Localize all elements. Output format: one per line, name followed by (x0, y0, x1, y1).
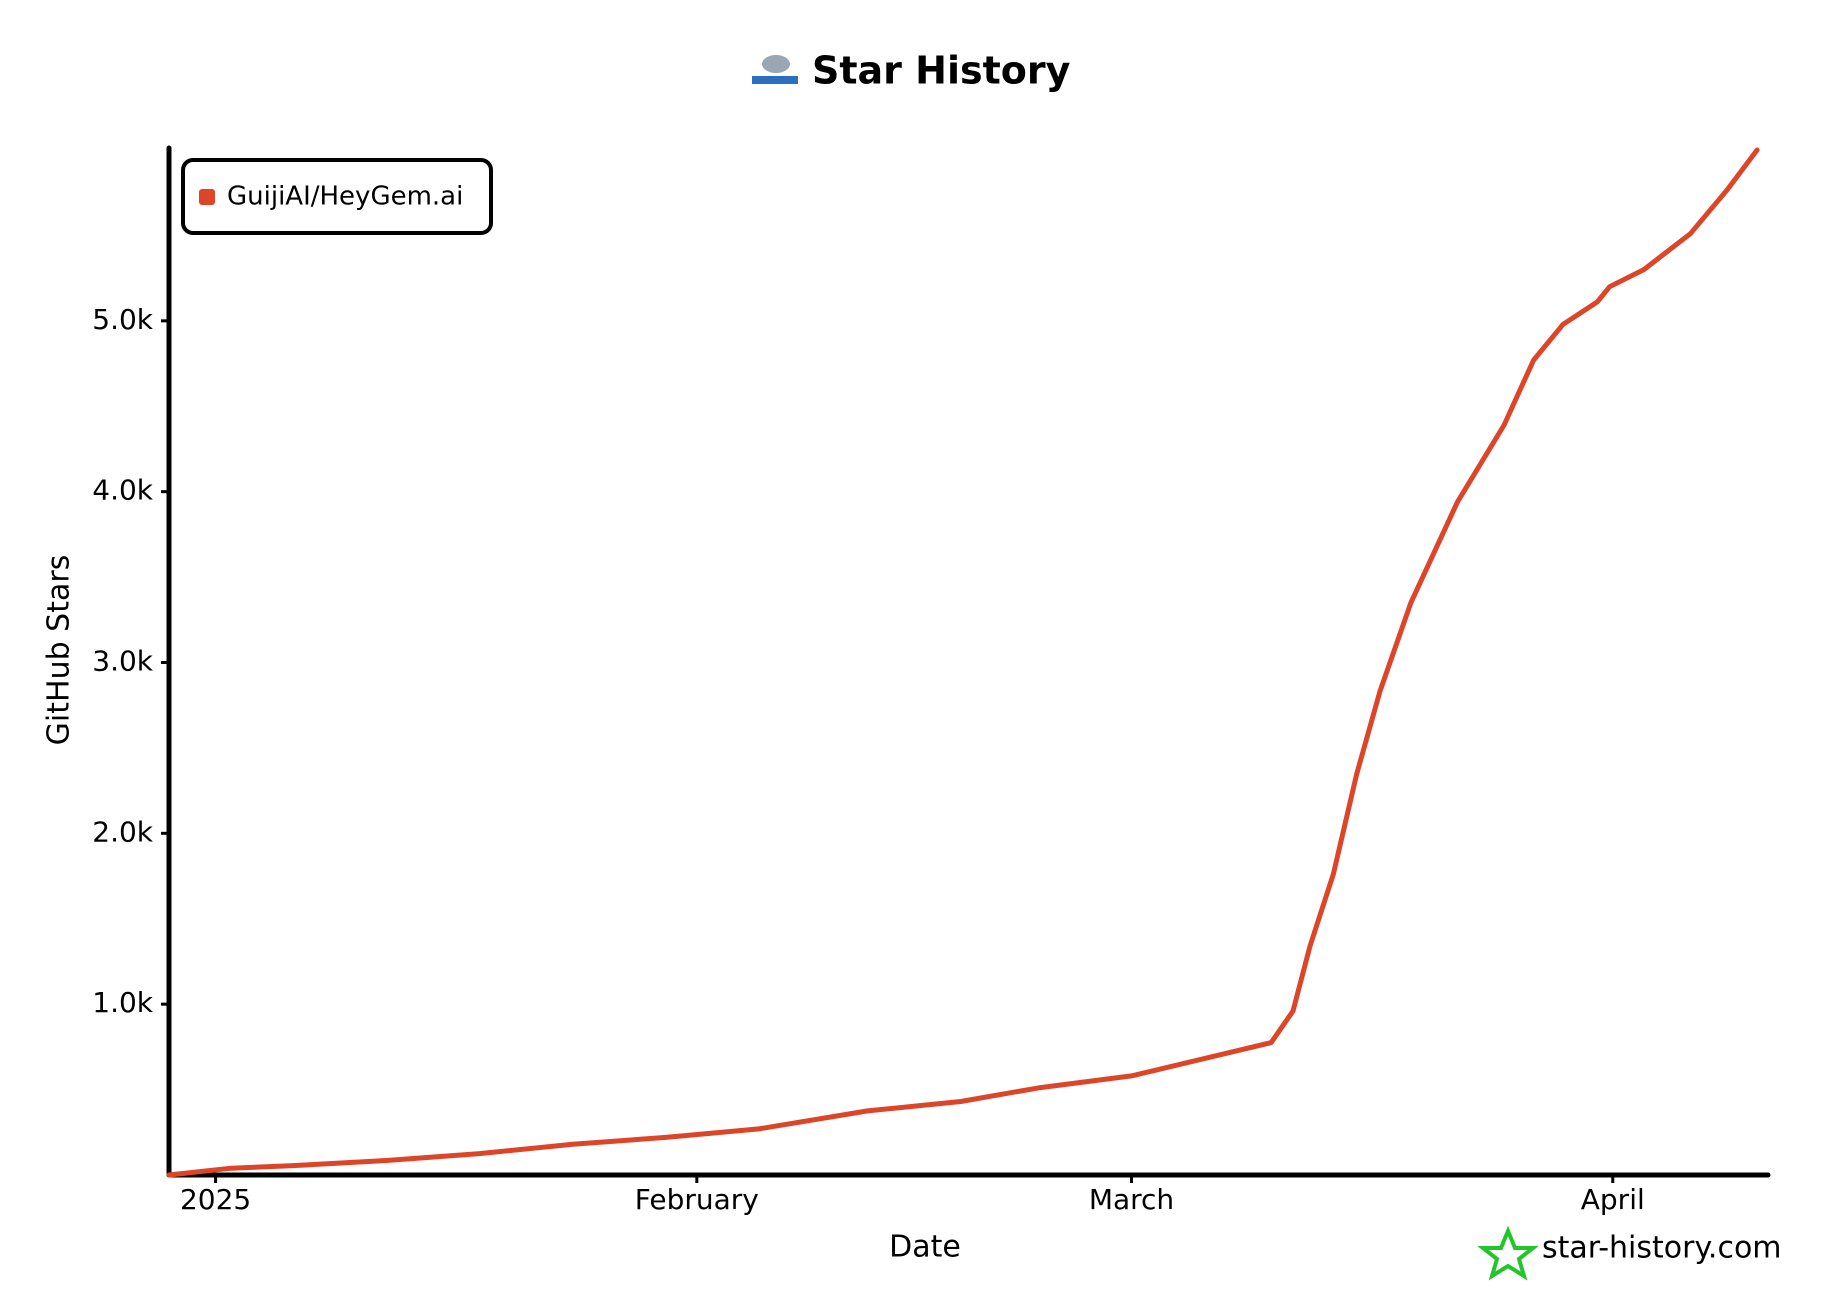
legend-box (181, 158, 493, 235)
watermark: star-history.com (1542, 1231, 1782, 1266)
y-tick-label: 1.0k (92, 986, 154, 1019)
x-tick-label: March (1089, 1183, 1174, 1216)
watermark-logo (1477, 1225, 1539, 1281)
legend-swatch (199, 189, 215, 205)
title-logo (752, 55, 798, 84)
series-line (166, 147, 1760, 1178)
y-tick-label: 4.0k (92, 474, 154, 507)
x-axis-label: Date (889, 1230, 961, 1265)
x-tick-label: April (1581, 1183, 1645, 1216)
x-tick-label: 2025 (180, 1183, 251, 1216)
y-tick-label: 2.0k (92, 815, 154, 848)
chart-title: Star History (812, 49, 1071, 93)
y-tick-label: 3.0k (92, 645, 154, 678)
y-tick-label: 5.0k (92, 303, 154, 336)
x-tick-label: February (635, 1183, 759, 1216)
legend-label: GuijiAI/HeyGem.ai (227, 182, 463, 212)
y-axis-label: GitHub Stars (42, 555, 77, 746)
